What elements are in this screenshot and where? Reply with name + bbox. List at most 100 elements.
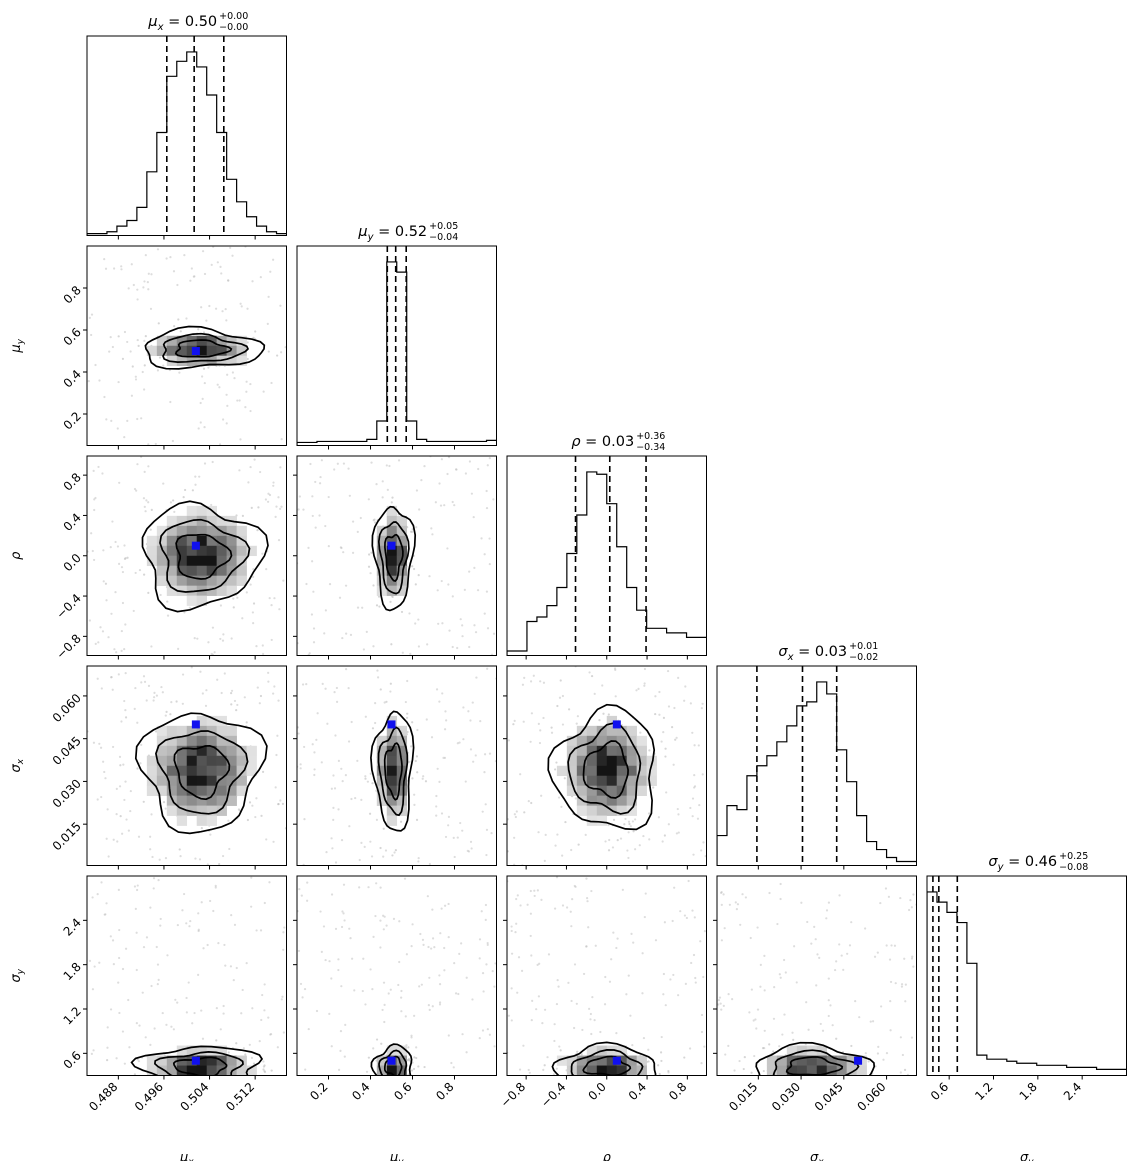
sample-point [446,547,449,550]
sample-point [379,886,382,889]
sample-point [92,558,96,562]
sample-point [201,397,204,400]
sample-point [554,768,557,771]
y-tick-label-sigma_x: 0.030 [50,776,84,810]
sample-point [340,767,343,770]
contour-level-0 [384,533,404,582]
sample-point [399,820,403,823]
sample-point [476,589,480,592]
sample-point [486,627,490,630]
sample-point [410,745,413,748]
sample-point [339,1030,343,1033]
sample-point [605,1080,607,1082]
density-cell [176,535,188,547]
density-cell [156,535,168,547]
sample-point [599,1102,601,1104]
sample-point [272,258,275,261]
sample-point [226,373,229,376]
density-cell [386,1065,398,1076]
sample-point [143,388,146,391]
sample-point [96,798,99,801]
density-cell [856,1065,867,1076]
sample-point [390,501,393,504]
sample-point [516,894,519,897]
sample-point [366,780,369,783]
density-cell [596,1055,608,1066]
x-axis-label-rho: ρ [603,1151,612,1161]
sample-point [114,591,117,594]
sample-point [230,914,233,917]
sample-point [485,506,489,510]
sample-point [435,814,438,817]
sample-point [181,702,184,705]
sample-point [207,641,210,644]
sample-point [783,958,786,962]
y-tick-label-rho: −0.8 [53,631,84,662]
sample-point [176,283,179,287]
density-cell [206,795,217,806]
sample-point [480,910,483,913]
density-cell [576,805,588,816]
sample-point [422,775,425,778]
density-cell [196,575,207,586]
sample-point [628,822,631,826]
sample-point [193,637,196,640]
sample-point [169,713,172,716]
sample-point [320,459,323,462]
sample-point [200,901,203,904]
sample-point [312,627,316,630]
density-cell [206,555,217,567]
density-cell [236,335,247,347]
sample-point [337,968,340,972]
sample-point [371,727,375,730]
sample-point [717,998,721,1002]
density-cell [386,795,398,806]
density-cell [196,795,207,806]
sample-point [315,1009,319,1013]
panel-sigma_y-sigma_x [717,882,917,1085]
sample-point [246,307,249,310]
sample-point [739,923,742,926]
density-cell [596,735,608,747]
sample-point [485,590,489,593]
y-tick-label-rho: −0.4 [53,591,84,622]
sample-point [385,924,388,927]
density-cell [186,745,198,757]
sample-point [430,947,433,950]
y-tick-label-sigma_y: 0.6 [61,1048,84,1071]
sample-point [590,1081,592,1083]
sample-point [128,1046,131,1049]
sample-point [894,982,897,985]
sample-point [694,981,697,984]
sample-point [299,763,302,766]
sample-point [359,516,362,520]
sample-point [117,335,120,338]
sample-point [635,689,638,692]
density-cell [806,1065,818,1076]
density-cell [146,765,158,777]
density-cell [616,755,627,767]
sample-point [88,316,91,319]
sample-point [602,712,605,715]
sample-point [371,782,374,785]
sample-point [218,862,221,866]
sample-point [123,330,127,334]
sample-point [543,859,546,862]
density-cell [396,745,408,757]
sample-point [103,770,106,774]
histogram-sigma_y [927,891,1127,1076]
sample-point [666,669,670,673]
density-cell [566,735,578,747]
panel-mu_y-mu_y [297,246,497,446]
sample-point [124,672,127,675]
density-cell [156,1055,168,1066]
sample-point [424,780,428,783]
sample-point [784,1083,786,1085]
sample-point [279,799,282,802]
sample-point [483,771,486,774]
sample-point [607,1078,609,1080]
sample-point [815,984,818,987]
density-cell [166,785,178,796]
sample-point [542,1068,545,1071]
sample-point [398,920,401,923]
